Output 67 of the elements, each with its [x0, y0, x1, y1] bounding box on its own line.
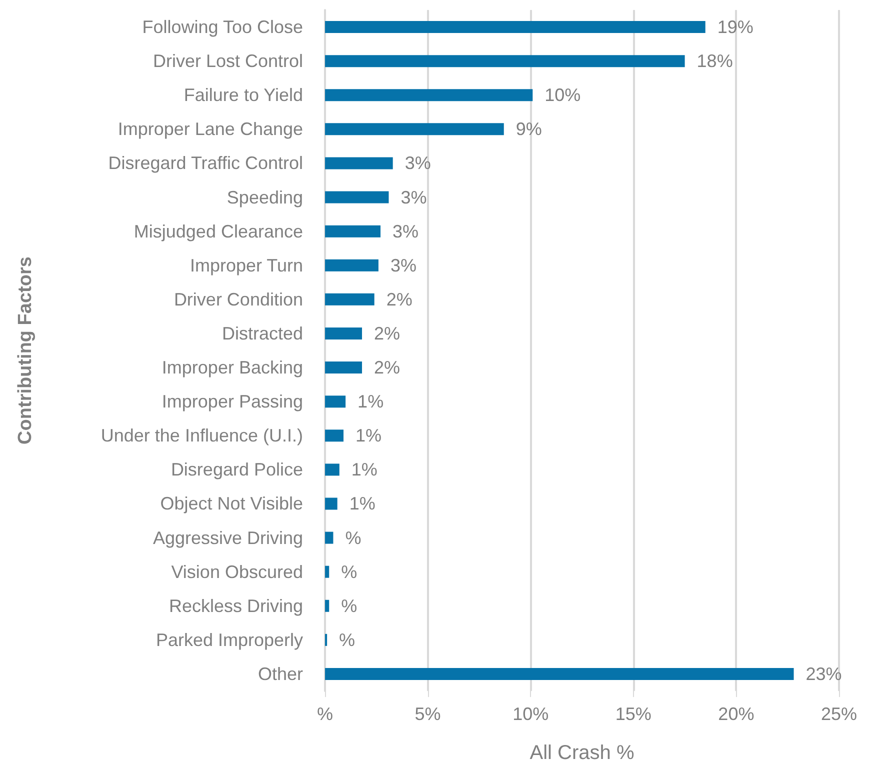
- y-tick-label: Misjudged Clearance: [134, 221, 303, 242]
- bar: [325, 327, 362, 340]
- y-tick-label: Improper Turn: [190, 255, 303, 276]
- data-label: 2%: [386, 289, 412, 310]
- y-tick-label: Improper Backing: [162, 358, 303, 378]
- data-label: 1%: [351, 460, 378, 480]
- y-tick-label: Disregard Traffic Control: [108, 153, 303, 174]
- bar: [325, 123, 504, 136]
- y-tick-label: Under the Influence (U.I.): [100, 426, 303, 446]
- bar: [325, 55, 685, 68]
- x-tick-label: 15%: [615, 704, 652, 724]
- data-label: 9%: [516, 119, 542, 140]
- y-tick-label: Driver Lost Control: [152, 51, 303, 72]
- y-tick-label: Improper Lane Change: [118, 119, 303, 140]
- data-label: 3%: [390, 255, 416, 276]
- y-tick-label: Improper Passing: [162, 392, 303, 412]
- y-tick-label: Speeding: [226, 187, 303, 208]
- y-tick-label: Following Too Close: [142, 17, 303, 38]
- y-tick-label: Failure to Yield: [184, 85, 303, 106]
- x-tick-label: 5%: [414, 704, 441, 724]
- data-label: 23%: [806, 664, 842, 684]
- bar: [325, 498, 338, 510]
- y-tick-label: Driver Condition: [174, 289, 303, 310]
- x-tick-label: 10%: [512, 704, 549, 724]
- y-tick-label: Parked Improperly: [156, 630, 303, 650]
- data-label: 2%: [374, 323, 400, 344]
- data-label: %: [341, 596, 358, 616]
- bar: [325, 566, 330, 578]
- bar: [325, 430, 344, 442]
- bar: [325, 668, 794, 680]
- data-label: %: [341, 562, 358, 582]
- bar: [325, 157, 393, 170]
- data-label: 19%: [717, 17, 754, 38]
- data-label: 3%: [392, 221, 419, 242]
- bar: [325, 362, 362, 374]
- y-tick-label: Vision Obscured: [171, 562, 303, 582]
- y-tick-label: Aggressive Driving: [152, 528, 303, 548]
- x-tick-label: 25%: [820, 704, 858, 724]
- bar: [325, 532, 334, 544]
- data-label: %: [339, 630, 356, 650]
- y-tick-label: Other: [258, 664, 303, 684]
- data-label: 3%: [400, 187, 427, 208]
- x-tick-label: 20%: [718, 704, 754, 724]
- data-label: 3%: [404, 153, 431, 174]
- data-label: 10%: [544, 85, 581, 106]
- bar: [325, 396, 346, 408]
- data-label: 1%: [356, 426, 382, 446]
- bar: [325, 293, 374, 306]
- y-tick-label: Disregard Police: [170, 460, 303, 480]
- y-axis-title: Contributing Factors: [15, 256, 36, 444]
- x-tick-label: %: [316, 704, 334, 724]
- bar: [325, 21, 706, 34]
- bar: [325, 259, 378, 272]
- x-axis-title: All Crash %: [530, 742, 634, 764]
- bar: [325, 191, 389, 204]
- y-tick-label: Reckless Driving: [168, 596, 303, 616]
- y-tick-label: Object Not Visible: [160, 494, 303, 514]
- data-label: %: [345, 528, 362, 548]
- bar: [325, 600, 330, 612]
- data-label: 2%: [374, 358, 400, 378]
- data-label: 1%: [349, 494, 376, 514]
- data-label: 18%: [696, 51, 733, 72]
- bar: [325, 89, 533, 102]
- bar: [325, 225, 381, 238]
- data-label: 1%: [358, 392, 384, 412]
- y-tick-label: Distracted: [222, 323, 303, 344]
- bar: [325, 464, 340, 476]
